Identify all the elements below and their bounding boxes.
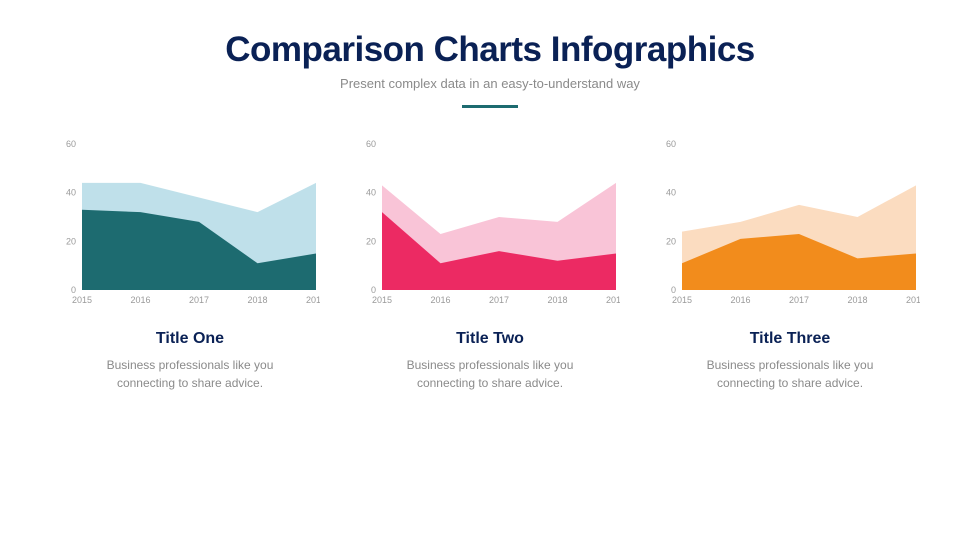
- chart-two-title: Title Two: [456, 330, 524, 348]
- area-chart-svg: 0 20 40 60 2015 2016 2017 2018 2019: [660, 138, 920, 308]
- y-tick-label: 40: [666, 188, 676, 198]
- area-chart-svg: 0 20 40 60 2015 2016 2017 2018 2019: [360, 138, 620, 308]
- x-tick-label: 2017: [789, 295, 809, 305]
- y-tick-label: 20: [366, 236, 376, 246]
- x-tick-label: 2018: [247, 295, 267, 305]
- x-tick-label: 2017: [189, 295, 209, 305]
- x-tick-label: 2016: [730, 295, 750, 305]
- y-tick-label: 40: [66, 188, 76, 198]
- chart-two: 0 20 40 60 2015 2016 2017 2018 2019: [360, 138, 620, 308]
- area-chart-svg: 0 20 40 60 2015 2016 2017 2018 2019: [60, 138, 320, 308]
- chart-one: 0 20 40 60 2015 2016 2017 2018 2019: [60, 138, 320, 308]
- charts-row: 0 20 40 60 2015 2016 2017 2018 2019 Title One Bu…: [60, 138, 920, 392]
- subtitle: Present complex data in an easy-to-under…: [340, 76, 640, 91]
- chart-three-desc: Business professionals like you connecti…: [680, 356, 900, 392]
- x-tick-label: 2016: [430, 295, 450, 305]
- chart-block-three: 020406020152016201720182019 Title Three …: [660, 138, 920, 392]
- y-tick-label: 40: [366, 188, 376, 198]
- x-tick-label: 2019: [906, 295, 920, 305]
- chart-block-two: 0 20 40 60 2015 2016 2017 2018 2019 Title Two Bu…: [360, 138, 620, 392]
- chart-one-title: Title One: [156, 330, 224, 348]
- y-tick-label: 60: [66, 139, 76, 149]
- y-tick-label: 60: [666, 139, 676, 149]
- x-tick-label: 2015: [672, 295, 692, 305]
- page-root: Comparison Charts Infographics Present c…: [0, 0, 980, 551]
- x-tick-label: 2015: [72, 295, 92, 305]
- x-tick-label: 2018: [847, 295, 867, 305]
- y-tick-label: 0: [671, 285, 676, 295]
- x-tick-label: 2016: [130, 295, 150, 305]
- y-tick-label: 0: [371, 285, 376, 295]
- x-tick-label: 2019: [606, 295, 620, 305]
- chart-three-title: Title Three: [750, 330, 831, 348]
- main-title: Comparison Charts Infographics: [225, 30, 755, 70]
- y-tick-label: 60: [366, 139, 376, 149]
- x-tick-label: 2017: [489, 295, 509, 305]
- chart-block-one: 0 20 40 60 2015 2016 2017 2018 2019 Title One Bu…: [60, 138, 320, 392]
- chart-two-desc: Business professionals like you connecti…: [380, 356, 600, 392]
- divider: [462, 105, 518, 108]
- x-tick-label: 2019: [306, 295, 320, 305]
- x-tick-label: 2018: [547, 295, 567, 305]
- y-tick-label: 0: [71, 285, 76, 295]
- y-tick-label: 20: [666, 236, 676, 246]
- x-tick-label: 2015: [372, 295, 392, 305]
- chart-three: 0 20 40 60 2015 2016 2017 2018 2019: [660, 138, 920, 308]
- chart-one-desc: Business professionals like you connecti…: [80, 356, 300, 392]
- y-tick-label: 20: [66, 236, 76, 246]
